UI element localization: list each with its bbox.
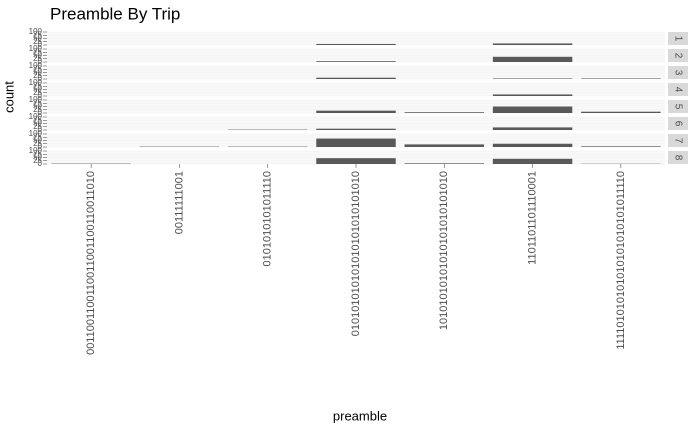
strip <box>668 117 688 130</box>
y-tick-label: 50 <box>33 85 42 94</box>
y-tick-label: 75 <box>33 81 42 90</box>
y-tick-label: 0 <box>38 108 43 117</box>
strip-label: 2 <box>672 53 683 59</box>
y-tick-label: 25 <box>33 105 42 114</box>
y-tick-label: 50 <box>33 102 42 111</box>
y-tick-label: 100 <box>29 27 43 36</box>
bar <box>492 43 573 45</box>
bar <box>492 143 573 147</box>
bar <box>404 112 485 113</box>
y-tick-label: 100 <box>29 95 43 104</box>
bar <box>316 158 396 164</box>
y-tick-label: 0 <box>38 57 43 66</box>
strip <box>668 32 688 45</box>
y-tick-label: 50 <box>33 51 42 60</box>
bar <box>316 128 396 130</box>
strip <box>668 134 688 147</box>
x-tick-label: 0101010101011110 <box>262 171 274 266</box>
chart-title: Preamble By Trip <box>50 4 180 23</box>
strip <box>668 151 688 164</box>
y-tick-label: 25 <box>33 54 42 63</box>
bar <box>404 163 485 164</box>
y-axis-title: count <box>1 81 16 113</box>
x-tick-label: 010101010101010101010101010 <box>350 171 362 336</box>
y-tick-label: 75 <box>33 47 42 56</box>
y-tick-label: 25 <box>33 37 42 46</box>
bar <box>316 43 396 45</box>
y-tick-label: 75 <box>33 132 42 141</box>
y-tick-label: 0 <box>38 40 43 49</box>
y-tick-label: 50 <box>33 119 42 128</box>
y-tick-label: 0 <box>38 74 43 83</box>
strip-label: 8 <box>672 155 683 161</box>
strip-label: 1 <box>672 36 683 42</box>
y-tick-label: 100 <box>29 129 43 138</box>
y-tick-label: 25 <box>33 156 42 165</box>
y-tick-label: 100 <box>29 112 43 121</box>
strip-label: 5 <box>672 104 683 110</box>
y-tick-label: 100 <box>29 146 43 155</box>
bar <box>492 94 573 96</box>
bar <box>316 77 396 79</box>
y-tick-label: 75 <box>33 64 42 73</box>
y-tick-label: 50 <box>33 34 42 43</box>
bar <box>581 146 661 147</box>
strip-label: 6 <box>672 121 683 127</box>
strip <box>668 100 688 113</box>
x-axis-title: preamble <box>333 408 387 423</box>
bar <box>492 127 573 130</box>
strip <box>668 66 688 79</box>
y-tick-label: 75 <box>33 98 42 107</box>
strip <box>668 83 688 96</box>
y-tick-label: 50 <box>33 153 42 162</box>
y-tick-label: 50 <box>33 68 42 77</box>
bar <box>316 138 396 147</box>
y-tick-label: 25 <box>33 88 42 97</box>
bar <box>492 106 573 113</box>
bar <box>316 110 396 113</box>
strip-label: 7 <box>672 138 683 144</box>
y-tick-label: 25 <box>33 139 42 148</box>
bar <box>316 61 396 62</box>
x-tick-label: 10101010101010101010101010 <box>438 171 450 330</box>
x-tick-label: 00111111001 <box>173 171 185 234</box>
y-tick-label: 100 <box>29 61 43 70</box>
y-tick-label: 100 <box>29 78 43 87</box>
bar <box>492 56 573 62</box>
y-tick-label: 25 <box>33 71 42 80</box>
y-tick-label: 0 <box>38 159 43 168</box>
strip <box>668 49 688 62</box>
y-tick-label: 75 <box>33 149 42 158</box>
y-tick-label: 25 <box>33 122 42 131</box>
y-tick-label: 0 <box>38 125 43 134</box>
y-tick-label: 50 <box>33 136 42 145</box>
bar <box>492 158 573 164</box>
y-tick-label: 75 <box>33 115 42 124</box>
y-tick-label: 100 <box>29 44 43 53</box>
bar <box>581 111 661 113</box>
strip-label: 3 <box>672 70 683 76</box>
x-tick-label: 0011001100110011001100110011010 <box>85 171 97 355</box>
bar <box>404 144 485 147</box>
strip-label: 4 <box>672 87 683 93</box>
y-tick-label: 0 <box>38 91 43 100</box>
y-tick-label: 0 <box>38 142 43 151</box>
bar <box>581 78 661 79</box>
x-tick-label: 111101010101010101010101011110 <box>615 171 627 350</box>
y-tick-label: 75 <box>33 30 42 39</box>
x-tick-label: 1101101101110001 <box>526 171 538 265</box>
bar <box>492 78 573 79</box>
